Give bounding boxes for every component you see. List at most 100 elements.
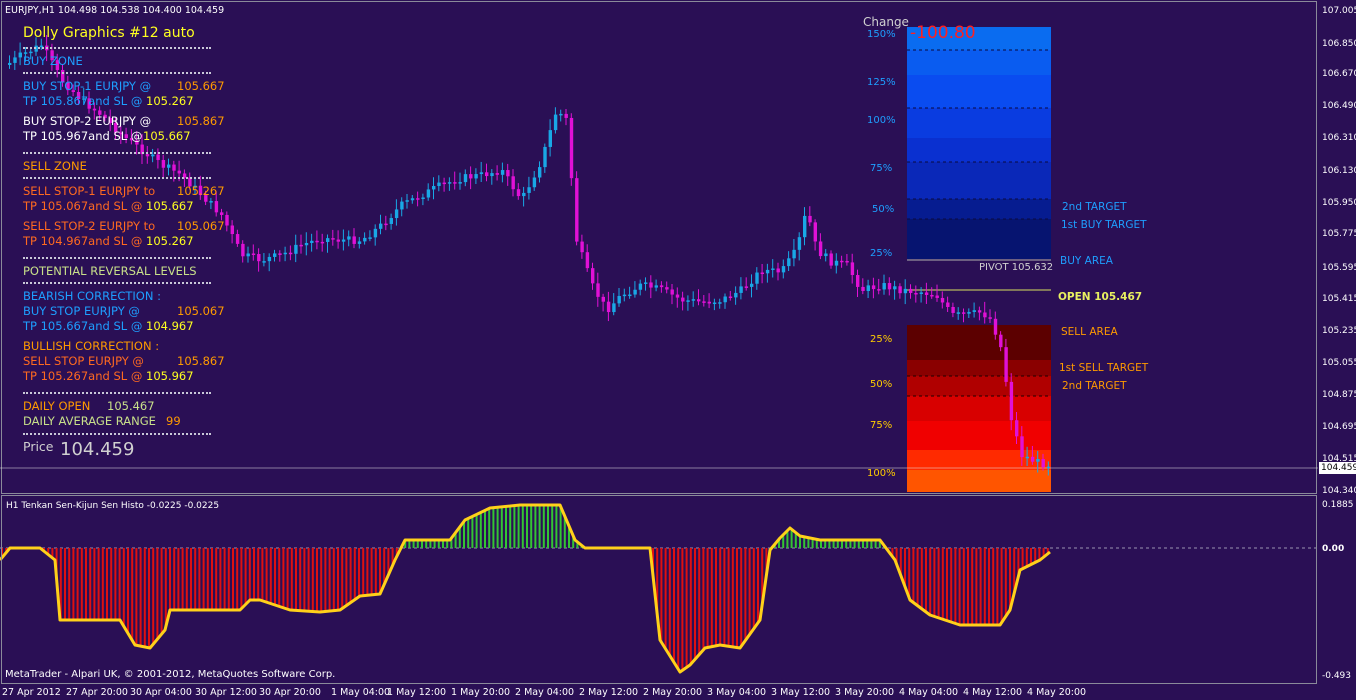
price-tick: 105.415 (1322, 294, 1356, 304)
candle-body (887, 283, 892, 290)
candle-body (697, 299, 701, 302)
level-up-100: 100% (867, 115, 896, 126)
candle-body (797, 237, 802, 250)
divider (23, 282, 211, 284)
second-target-up: 2nd TARGET (1062, 201, 1127, 213)
candle-body (909, 288, 913, 293)
candle-body (548, 130, 552, 147)
candle-body (871, 285, 876, 290)
divider (23, 152, 211, 154)
level-down-75: 75% (870, 420, 893, 431)
candle-body (840, 260, 844, 263)
candle-body (781, 266, 786, 273)
candle-body (103, 114, 107, 119)
candle-body (416, 198, 420, 200)
candle-body (649, 282, 653, 288)
bearish-tp: TP 105.667and SL @ (23, 319, 143, 333)
candle-body (866, 285, 870, 292)
candle-body (50, 50, 54, 61)
candle-body (792, 249, 796, 259)
bullish-sell-price: 105.867 (177, 354, 225, 368)
candle-body (803, 215, 807, 238)
candle-body (394, 209, 399, 219)
time-tick: 1 May 12:00 (387, 687, 447, 698)
current-price-tag: 104.459 (1319, 462, 1356, 474)
candle-body (447, 182, 452, 184)
candle-body (1030, 456, 1035, 462)
candle-body (638, 283, 643, 290)
daily-average-range-value: 99 (166, 414, 181, 428)
candle-body (903, 288, 908, 294)
candle-body (845, 260, 849, 263)
candle-body (750, 283, 754, 287)
indicator-axis-bottom: -0.493 (1322, 671, 1352, 681)
candle-body (919, 292, 923, 294)
candle-body (458, 182, 462, 184)
price-tick: 105.235 (1322, 326, 1356, 336)
candle-body (707, 301, 711, 304)
candle-body (167, 164, 171, 168)
divider (23, 257, 211, 259)
buy-area-label: BUY AREA (1060, 255, 1113, 267)
candle-body (543, 146, 547, 168)
divider (23, 72, 211, 74)
main-chart-pane[interactable] (1, 1, 1317, 494)
candle-body (930, 294, 934, 297)
price-tick: 105.595 (1322, 263, 1356, 273)
candle-body (564, 113, 568, 118)
candle-body (999, 334, 1003, 348)
level-down-25: 25% (870, 334, 893, 345)
level-up-150: 150% (867, 29, 896, 40)
candle-body (198, 185, 203, 196)
candle-body (882, 283, 886, 290)
change-label: Change (863, 15, 909, 29)
candle-body (622, 294, 627, 297)
price-tick: 104.695 (1322, 422, 1356, 432)
candle-body (156, 154, 160, 161)
divider (23, 47, 211, 49)
indicator-title: H1 Tenkan Sen-Kijun Sen Histo -0.0225 -0… (6, 501, 220, 511)
candle-body (522, 192, 526, 197)
candle-body (601, 296, 605, 302)
candles-group (8, 35, 1051, 476)
candle-body (712, 302, 717, 305)
indicator-pane[interactable] (1, 495, 1317, 684)
candle-body (787, 258, 791, 267)
time-tick: 3 May 12:00 (771, 687, 831, 698)
candle-body (39, 45, 44, 48)
buy-stop2-tp: TP 105.967and SL @ (23, 129, 143, 143)
candle-body (357, 241, 362, 244)
sell-zone-heading: SELL ZONE (23, 159, 87, 173)
candle-body (924, 292, 929, 295)
candle-body (569, 117, 574, 179)
candle-body (490, 173, 494, 177)
candle-body (691, 299, 696, 301)
candle-body (606, 301, 611, 313)
candle-body (352, 236, 356, 244)
candle-body (421, 197, 425, 200)
candle-body (225, 214, 229, 226)
candle-body (363, 237, 367, 242)
buy-stop1-label: BUY STOP-1 EURJPY @ (23, 79, 152, 93)
time-tick: 3 May 20:00 (835, 687, 895, 698)
candle-body (670, 289, 674, 295)
time-tick: 2 May 04:00 (515, 687, 575, 698)
candle-body (1004, 347, 1008, 382)
candle-body (686, 300, 690, 302)
candle-body (612, 303, 616, 313)
candle-body (87, 98, 91, 109)
candle-body (135, 140, 139, 145)
candle-body (209, 201, 213, 203)
sell-stop2-tp: TP 104.967and SL @ (23, 234, 143, 248)
candle-body (723, 296, 727, 303)
candle-body (675, 294, 680, 298)
buy-stop2-label: BUY STOP-2 EURJPY @ (23, 114, 152, 128)
price-tick: 106.310 (1322, 133, 1356, 143)
second-target-down: 2nd TARGET (1062, 380, 1127, 392)
candle-body (145, 154, 150, 157)
candle-body (877, 289, 881, 291)
candle-body (596, 283, 600, 297)
time-tick: 2 May 20:00 (643, 687, 703, 698)
